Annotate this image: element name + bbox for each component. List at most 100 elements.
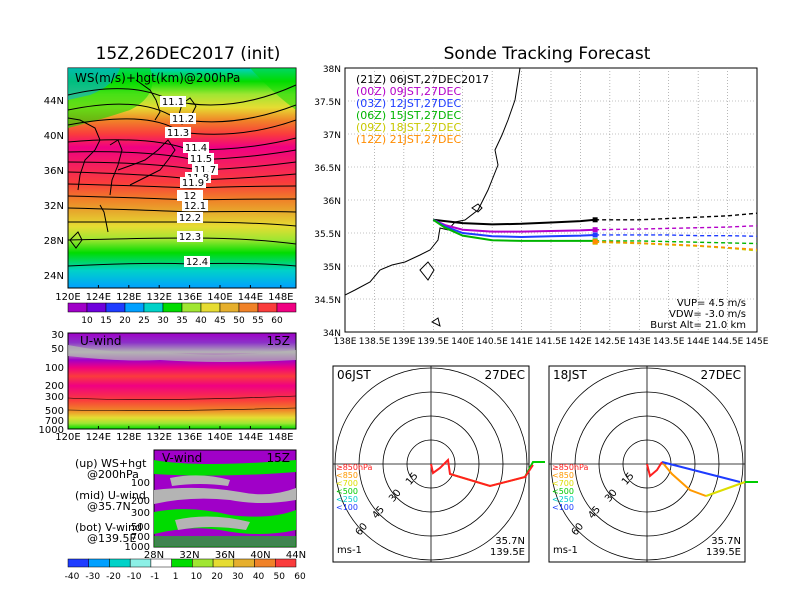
ws-tick: 10 bbox=[81, 316, 93, 326]
contour-label: 11.2 bbox=[172, 114, 194, 125]
contour-label-bg bbox=[177, 212, 203, 223]
track-x-tick: 144E bbox=[687, 337, 710, 347]
v-color-swatch bbox=[212, 558, 235, 568]
contour-label: 11.3 bbox=[167, 128, 189, 139]
contour-label-bg bbox=[182, 200, 208, 211]
track-y-tick: 34N bbox=[323, 329, 341, 339]
track-end-marker bbox=[592, 217, 598, 223]
map-lon-tick: 148E bbox=[268, 292, 293, 303]
hodo-trace-low bbox=[646, 461, 663, 478]
v-lat-tick: 40N bbox=[250, 550, 270, 561]
track-x-tick: 145E bbox=[746, 337, 769, 347]
track-y-tick: 34.5N bbox=[314, 296, 341, 306]
track-x-tick: 139E bbox=[392, 337, 415, 347]
u-lon-tick: 136E bbox=[177, 432, 202, 443]
track-legend: (21Z) 06JST,27DEC2017(00Z) 09JST,27DEC (0… bbox=[356, 73, 489, 146]
ws-color-swatch bbox=[181, 302, 202, 313]
track-dashed-2 bbox=[595, 234, 757, 237]
track-legend-item: (09Z) 18JST,27DEC bbox=[356, 121, 461, 134]
v-color-swatch bbox=[192, 558, 214, 568]
contour-labels: 11.111.211.311.411.511.711.811.91212.112… bbox=[160, 96, 218, 268]
track-grid bbox=[345, 68, 757, 332]
v-color-swatch bbox=[109, 558, 131, 568]
ws-color-swatch bbox=[143, 302, 164, 313]
track-end-marker bbox=[592, 232, 598, 238]
map-title: 15Z,26DEC2017 (init) bbox=[96, 44, 281, 64]
track-dashed-1 bbox=[595, 225, 757, 231]
track-x-tick: 142.5E bbox=[594, 337, 626, 347]
track-y-tick: 37N bbox=[323, 131, 341, 141]
hodo-date: 27DEC bbox=[485, 368, 525, 382]
map-lon-tick: 128E bbox=[116, 292, 141, 303]
ws-tick: 60 bbox=[271, 316, 283, 326]
track-x-ticks: 138E 138.5E 139E 139.5E 140E 140.5E 141E 141.5E… bbox=[334, 337, 769, 347]
ws-tick: 45 bbox=[214, 316, 225, 326]
v-pres-tick: 500 bbox=[131, 522, 150, 533]
hodo-level-label: <100 bbox=[552, 503, 574, 512]
track-end-marker bbox=[592, 239, 598, 245]
track-x-tick: 140.5E bbox=[476, 337, 508, 347]
contour-label: 11.1 bbox=[162, 97, 184, 108]
track-y-tick: 35N bbox=[323, 263, 341, 273]
hodo-level-label: ≥850hPa bbox=[552, 463, 589, 472]
ws-tick: 20 bbox=[119, 316, 131, 326]
ws-color-swatch bbox=[257, 302, 278, 313]
track-legend-item: (21Z) 06JST,27DEC2017 bbox=[356, 73, 489, 86]
ws-color-swatch bbox=[276, 302, 297, 313]
left-legend: (up) WS+hgt@200hPa (mid) U-wind@35.7N (bot… bbox=[75, 457, 147, 545]
hodo-level-label: <500 bbox=[336, 487, 358, 496]
hodo-level-label: <850 bbox=[336, 471, 358, 480]
u-lon-tick: 132E bbox=[146, 432, 171, 443]
ws-color-swatch bbox=[200, 302, 221, 313]
v-tick: -10 bbox=[127, 572, 142, 582]
map-label: WS(m/s)+hgt(km)@200hPa bbox=[75, 71, 240, 85]
track-legend-item: (12Z) 21JST,27DEC bbox=[356, 133, 461, 146]
legend-line: @35.7N bbox=[87, 500, 131, 513]
map-lat-tick: 32N bbox=[44, 201, 64, 212]
legend-line: (bot) V-wind bbox=[75, 521, 142, 534]
contour-label: 11.9 bbox=[182, 178, 204, 189]
track-lines bbox=[432, 212, 757, 252]
u-wind-time: 15Z bbox=[267, 334, 291, 348]
hodo-trace-segment bbox=[661, 461, 707, 497]
map-lat-tick: 40N bbox=[44, 131, 64, 142]
u-lon-tick: 148E bbox=[268, 432, 293, 443]
track-legend-item: (00Z) 09JST,27DEC bbox=[356, 85, 461, 98]
map-lon-tick: 120E bbox=[55, 292, 80, 303]
ws-colorbar: 10 15 20 25 30 35 40 45 50 55 60 bbox=[67, 302, 297, 326]
u-pres-tick: 500 bbox=[45, 406, 64, 417]
hodo-level-label: <850 bbox=[552, 471, 574, 480]
v-tick: 10 bbox=[191, 572, 203, 582]
v-pres-tick: 1000 bbox=[125, 542, 150, 553]
u-pres-tick: 300 bbox=[45, 392, 64, 403]
ws-tick: 55 bbox=[252, 316, 263, 326]
contour-label-bg bbox=[177, 231, 203, 242]
v-tick: 40 bbox=[253, 572, 265, 582]
v-color-swatch bbox=[88, 558, 110, 568]
track-annotation: VUP= 4.5 m/s bbox=[677, 298, 746, 309]
track-solid-2 bbox=[432, 218, 596, 238]
contour-label-bg bbox=[183, 142, 209, 153]
hodo-time: 18JST bbox=[553, 368, 587, 382]
hodo-level-label: <250 bbox=[552, 495, 574, 504]
ws-color-swatch bbox=[219, 302, 240, 313]
track-y-tick: 38N bbox=[323, 65, 341, 75]
track-x-tick: 143E bbox=[628, 337, 651, 347]
v-color-swatch bbox=[275, 558, 297, 568]
v-color-swatch bbox=[171, 558, 193, 568]
v-wind-label: V-wind bbox=[162, 451, 202, 465]
contour-label-bg bbox=[165, 127, 191, 138]
hodo-trace-segment bbox=[661, 461, 741, 483]
v-tick: -30 bbox=[85, 572, 100, 582]
map-lon-tick: 140E bbox=[207, 292, 232, 303]
chart-title: Sonde Tracking Forecast bbox=[444, 44, 651, 64]
contour-label-bg bbox=[192, 164, 218, 175]
u-pres-tick: 30 bbox=[51, 330, 64, 341]
map-lon-tick: 144E bbox=[238, 292, 263, 303]
track-y-ticks: 38N 37.5N 37N 36.5N 36N 35.5N 35N 34.5N 34N bbox=[314, 65, 341, 339]
v-tick: 1 bbox=[173, 572, 179, 582]
hodo-lon: 139.5E bbox=[490, 547, 525, 558]
contour-label: 12.4 bbox=[186, 257, 208, 268]
